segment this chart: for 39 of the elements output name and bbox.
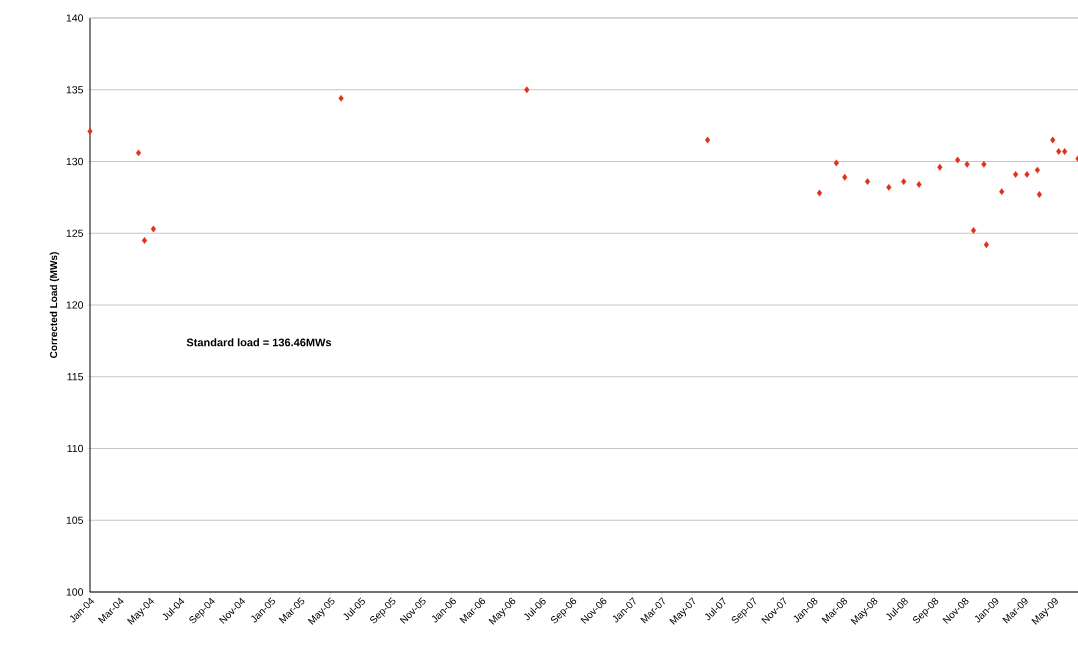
- point: [964, 160, 970, 168]
- point: [1036, 191, 1042, 198]
- y-tick-label: 135: [66, 86, 84, 94]
- point: [970, 226, 977, 234]
- y-axis-title: Corrected Load (MWs): [49, 252, 60, 358]
- point: [981, 160, 987, 168]
- point: [1050, 136, 1056, 144]
- point: [1056, 148, 1062, 155]
- point: [901, 178, 907, 185]
- point: [87, 127, 93, 135]
- point: [864, 178, 871, 185]
- point: [833, 159, 839, 167]
- point: [1034, 166, 1040, 174]
- point: [842, 173, 848, 181]
- point: [955, 156, 961, 164]
- point: [141, 237, 148, 244]
- y-tick-label: 125: [66, 229, 84, 237]
- y-tick-label: 100: [66, 588, 84, 596]
- point: [135, 149, 142, 157]
- point: [150, 225, 156, 233]
- point: [704, 136, 711, 144]
- annotation: Standard load = 136.46MWs: [186, 338, 332, 347]
- point: [916, 181, 922, 188]
- point: [1013, 171, 1019, 178]
- point: [886, 183, 892, 191]
- point: [999, 188, 1005, 196]
- y-tick-label: 110: [67, 444, 84, 453]
- y-tick-label: 140: [66, 14, 84, 22]
- point: [524, 86, 530, 94]
- point: [816, 189, 823, 197]
- point: [937, 163, 943, 171]
- y-tick-label: 120: [66, 301, 84, 309]
- point: [1062, 148, 1068, 155]
- y-tick-label: 130: [66, 157, 84, 166]
- point: [338, 94, 344, 102]
- point: [1024, 171, 1030, 178]
- y-tick-label: 115: [67, 373, 84, 381]
- y-tick-label: 105: [66, 516, 84, 524]
- point: [983, 241, 989, 249]
